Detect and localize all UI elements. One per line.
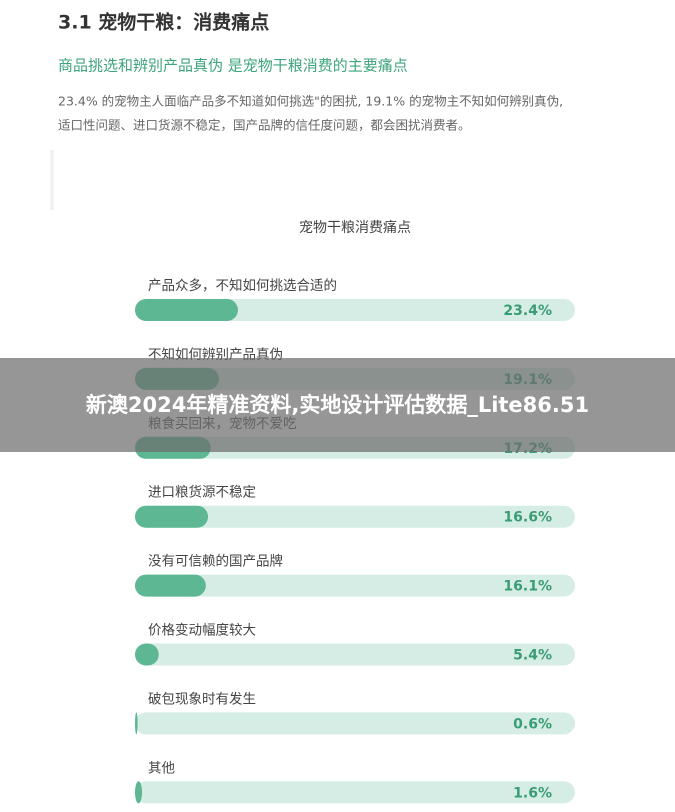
page-title: 3.1 宠物干粮：消费痛点	[58, 11, 269, 34]
category-label: 破包现象时有发生	[148, 691, 256, 707]
bar-track	[135, 781, 575, 804]
overlay-banner: 新澳2024年精准资料,实地设计评估数据_Lite86.51	[0, 358, 675, 452]
category-label: 价格变动幅度较大	[148, 623, 256, 639]
value-label: 1.6%	[513, 785, 552, 801]
category-label: 没有可信赖的国产品牌	[148, 553, 283, 570]
bar	[135, 505, 209, 528]
value-label: 16.1%	[503, 579, 552, 595]
value-label: 16.6%	[503, 510, 552, 526]
bar-track	[135, 643, 575, 666]
chart-title: 宠物干粮消费痛点	[299, 219, 411, 236]
bar-track	[135, 574, 575, 597]
category-label: 其他	[148, 760, 175, 776]
overlay-text: 新澳2024年精准资料,实地设计评估数据_Lite86.51	[85, 393, 590, 417]
bar	[135, 643, 159, 666]
subtitle: 商品挑选和辨别产品真伪 是宠物干粮消费的主要痛点	[58, 57, 408, 75]
bar	[135, 712, 138, 735]
paragraph-line: 23.4% 的宠物主人面临产品多不知道如何挑选"的困扰, 19.1% 的宠物主不…	[58, 94, 563, 109]
bar-track	[135, 505, 575, 528]
value-label: 5.4%	[513, 648, 552, 664]
bar	[135, 781, 143, 804]
paragraph-line: 适口性问题、进口货源不稳定，国产品牌的信任度问题，都会困扰消费者。	[58, 118, 471, 133]
value-label: 0.6%	[513, 716, 552, 732]
bar-track	[135, 712, 575, 735]
value-label: 23.4%	[503, 303, 552, 319]
category-label: 进口粮货源不稳定	[148, 484, 256, 501]
bar-track	[135, 299, 575, 321]
bar	[135, 299, 238, 321]
category-label: 产品众多，不知如何挑选合适的	[148, 277, 337, 294]
bar	[135, 574, 206, 597]
